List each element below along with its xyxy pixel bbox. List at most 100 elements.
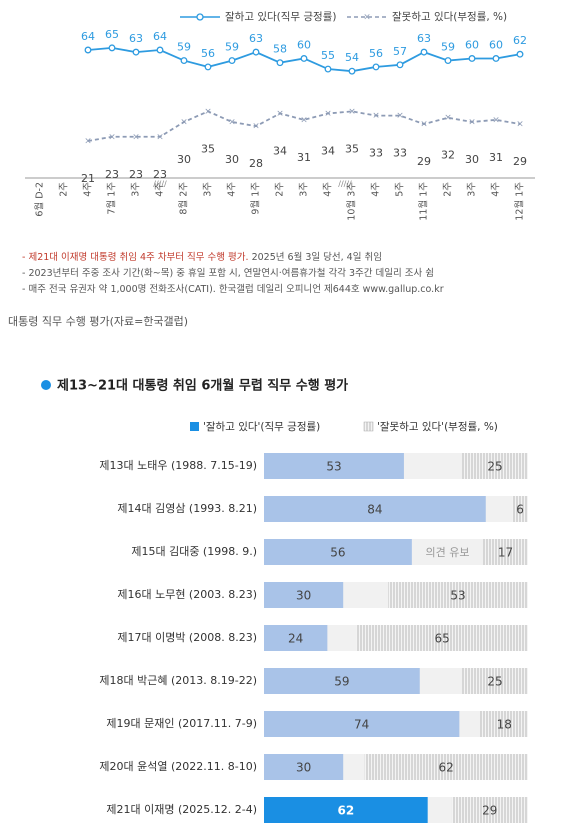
category-label: 제13대 노태우 (1988. 7.15-19)	[99, 459, 257, 472]
data-label: 30	[465, 153, 479, 166]
data-label: 25	[487, 460, 502, 474]
data-label: 33	[369, 147, 383, 160]
data-label: 18	[497, 718, 512, 732]
data-label: 59	[441, 41, 455, 54]
data-label: 60	[465, 38, 479, 51]
point-marker: ×	[108, 132, 116, 142]
data-label: 62	[337, 804, 354, 818]
point-marker: ×	[324, 109, 332, 119]
data-label: 65	[105, 28, 119, 41]
point-marker	[276, 59, 284, 67]
legend-swatch	[190, 422, 199, 431]
category-label: 제17대 이명박 (2008. 8.23)	[117, 631, 257, 644]
bar-approve	[264, 582, 344, 608]
bar-disapprove	[483, 539, 528, 565]
data-label: 74	[354, 718, 369, 732]
data-label: 23	[153, 168, 167, 181]
bar-approve	[264, 797, 428, 823]
point-marker: ×	[396, 111, 404, 121]
axis-break: /////	[153, 180, 167, 189]
point-marker	[228, 57, 236, 65]
data-label: 63	[129, 32, 143, 45]
data-label: 63	[417, 32, 431, 45]
point-marker: ×	[132, 132, 140, 142]
data-label: 34	[321, 144, 335, 157]
data-label: 84	[367, 503, 382, 517]
point-marker: ×	[420, 120, 428, 130]
data-label: 21	[81, 172, 95, 185]
legend-marker	[196, 13, 204, 21]
x-tick-label: 4주	[323, 182, 334, 197]
point-marker	[300, 55, 308, 62]
x-tick-label: 4주	[371, 182, 382, 197]
point-marker: ×	[516, 120, 524, 130]
legend-marker: ×	[363, 13, 371, 23]
data-label: 63	[249, 32, 263, 45]
bar-disapprove	[388, 582, 528, 608]
x-tick-label: 3주	[299, 182, 310, 197]
bar-disapprove	[462, 668, 528, 694]
legend-label: '잘하고 있다'(직무 긍정률)	[203, 420, 320, 433]
bar-approve	[264, 625, 328, 651]
data-label: 58	[273, 43, 287, 56]
x-tick-label: 3주	[203, 182, 214, 197]
note-text: - 매주 전국 유권자 약 1,000명 전화조사(CATI). 한국갤럽 데일…	[22, 283, 444, 295]
chart-title: 제13~21대 대통령 취임 6개월 무렵 직무 수행 평가	[57, 378, 348, 394]
data-label: 24	[288, 632, 303, 646]
category-label: 제21대 이재명 (2025.12. 2-4)	[106, 803, 257, 816]
data-label: 59	[334, 675, 349, 689]
data-label: 53	[450, 589, 465, 603]
point-marker	[348, 67, 356, 75]
data-label: 65	[435, 632, 450, 646]
data-label: 56	[330, 546, 345, 560]
data-label: 56	[369, 47, 383, 60]
data-label: 60	[489, 38, 503, 51]
x-tick-label: 4주	[83, 182, 94, 197]
x-tick-label: 7월 1주	[106, 182, 118, 215]
data-label: 30	[296, 589, 311, 603]
x-tick-label: 3주	[467, 182, 478, 197]
x-tick-label: 8월 2주	[178, 182, 190, 215]
data-label: 64	[81, 30, 95, 43]
data-label: 54	[345, 51, 359, 64]
x-tick-label: 12월 1주	[514, 182, 526, 221]
data-label: 62	[439, 761, 454, 775]
point-marker: ×	[372, 111, 380, 121]
series-line	[87, 110, 521, 142]
legend-label: '잘못하고 있다'(부정률, %)	[377, 420, 498, 433]
category-label: 제16대 노무현 (2003. 8.23)	[117, 588, 257, 601]
bar-approve	[264, 754, 344, 780]
point-marker	[132, 48, 140, 56]
data-label: 17	[498, 546, 513, 560]
category-label: 제20대 윤석열 (2022.11. 8-10)	[99, 760, 257, 773]
x-tick-label: 11월 1주	[418, 182, 430, 221]
data-label: 30	[296, 761, 311, 775]
bar-approve	[264, 539, 412, 565]
category-label: 제14대 김영삼 (1993. 8.21)	[117, 502, 257, 515]
bar-disapprove	[451, 797, 528, 823]
note: - 2023년부터 주중 조사 기간(화~목) 중 휴일 포함 시, 연말연시·…	[22, 267, 434, 279]
data-label: 34	[273, 144, 287, 157]
data-label: 23	[129, 168, 143, 181]
x-tick-label: 3주	[131, 182, 142, 197]
point-marker: ×	[156, 132, 164, 142]
data-label: 30	[225, 153, 239, 166]
data-label: 55	[321, 49, 335, 62]
bar-disapprove	[364, 754, 528, 780]
legend-label: 잘하고 있다(직무 긍정률)	[225, 10, 336, 23]
point-marker: ×	[444, 113, 452, 123]
x-tick-label: 4주	[491, 182, 502, 197]
note: - 매주 전국 유권자 약 1,000명 전화조사(CATI). 한국갤럽 데일…	[22, 283, 444, 295]
title-dot	[41, 380, 51, 390]
bar-approve	[264, 496, 486, 522]
data-label: 35	[345, 142, 359, 155]
data-label: 32	[441, 149, 455, 162]
legend-label: 잘못하고 있다(부정률, %)	[392, 10, 507, 23]
point-marker	[492, 55, 500, 62]
bar-disapprove	[512, 496, 528, 522]
data-label: 62	[513, 34, 527, 47]
point-marker: ×	[84, 137, 92, 147]
point-marker: ×	[180, 117, 188, 127]
category-label: 제18대 박근혜 (2013. 8.19-22)	[99, 674, 257, 687]
